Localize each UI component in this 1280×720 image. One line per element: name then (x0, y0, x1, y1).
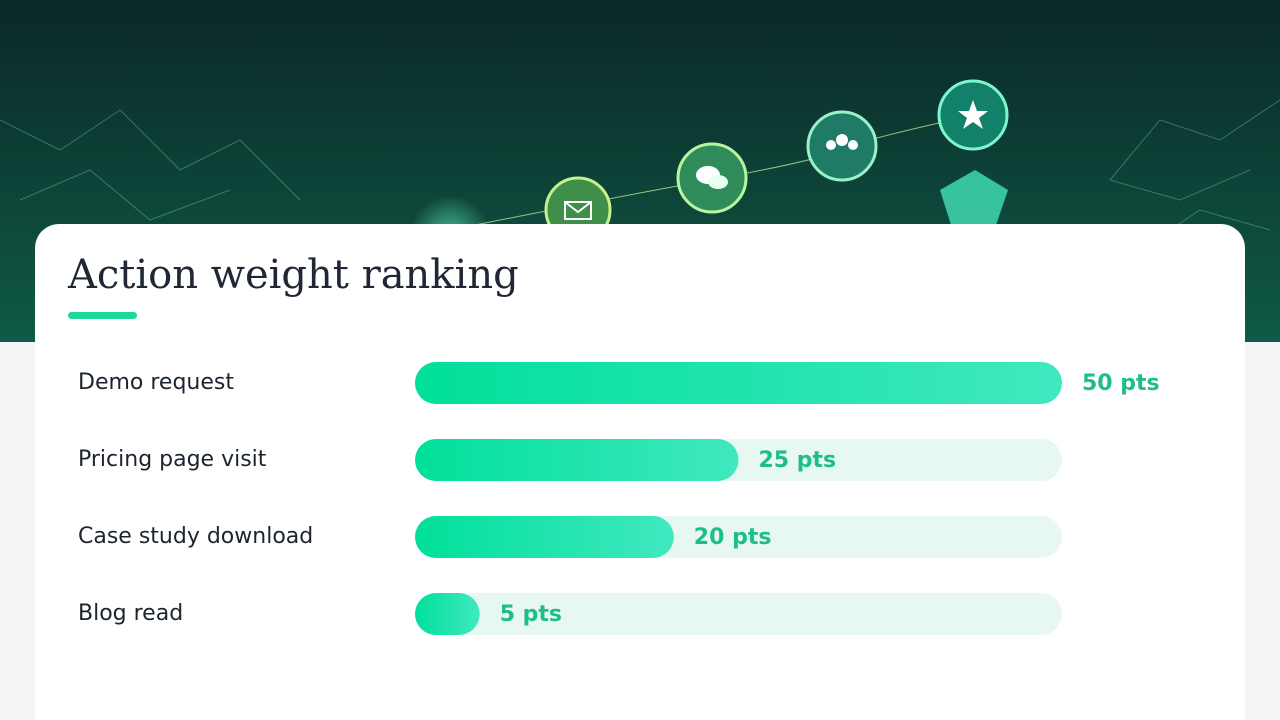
category-label: Case study download (78, 524, 313, 549)
value-label: 5 pts (500, 602, 562, 627)
bar (415, 439, 739, 481)
value-label: 50 pts (1082, 371, 1160, 396)
bar (415, 362, 1062, 404)
chart-title: Action weight ranking (67, 252, 519, 298)
value-label: 25 pts (759, 448, 837, 473)
category-label: Pricing page visit (78, 447, 267, 472)
title-underline (68, 312, 137, 319)
bar (415, 593, 480, 635)
bar-track (415, 593, 1062, 635)
bar (415, 516, 674, 558)
value-label: 20 pts (694, 525, 772, 550)
category-label: Blog read (78, 601, 183, 626)
category-label: Demo request (78, 370, 234, 395)
